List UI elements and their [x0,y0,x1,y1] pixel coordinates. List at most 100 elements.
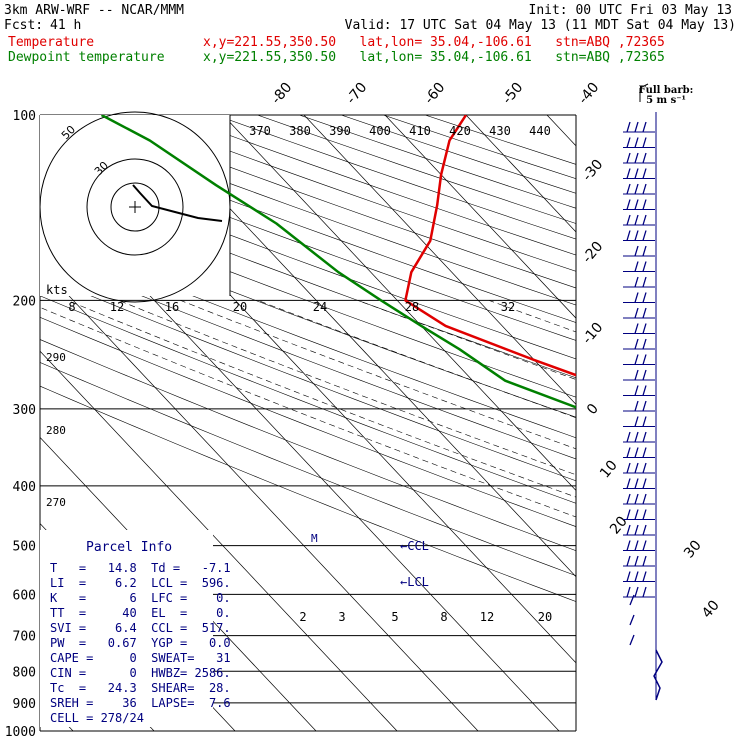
dry-adiabat-label: 270 [46,496,66,509]
dry-adiabat-line [40,197,576,398]
dry-adiabat-line [40,385,576,602]
init-time: Init: 00 UTC Fri 03 May 13 [528,3,733,18]
pressure-label: 500 [13,540,36,555]
hodograph-units: kts [46,283,68,297]
dry-adiabat-line [299,115,576,209]
fcst-hour: 41 h [50,18,82,33]
dry-adiabat-label: 280 [46,424,66,437]
valid-time: Valid: 17 UTC Sat 04 May 13 (11 MDT Sat … [344,18,736,33]
wind-barb-feather [626,478,631,489]
temperature-location: x,y=221.55,350.50 lat,lon= 35.04,-106.61… [203,35,665,50]
wind-barb-feather [642,323,647,334]
wind-barb-feather [642,121,647,133]
fcst-label: Fcst: [4,18,44,33]
theta-label: 380 [289,124,311,138]
wind-barb-feather [626,571,631,582]
parcel-row: LI = 6.2 LCL = 596. [50,576,231,590]
wind-barb-feather [626,555,631,567]
wind-barb-feather [634,276,639,288]
wind-barb-feather [626,586,631,598]
hodograph-speed-label: 24 [313,300,327,314]
wind-barb-feather [642,137,647,148]
mixing-ratio-label: 5 [391,610,398,624]
pressure-label: 100 [13,109,36,124]
isotherm-label: -50 [499,80,526,108]
model-title: 3km ARW-WRF -- NCAR/MMM [4,3,185,18]
dewpoint-legend: Dewpoint temperature [8,50,165,65]
barb-legend-title: Full barb: [639,85,694,96]
barb-legend-flag [639,83,649,89]
pressure-label: 900 [13,697,36,712]
pressure-label: 200 [13,294,36,309]
hodograph-speed-label: 32 [501,300,515,314]
wind-barb-low-level [653,649,663,701]
wind-barb-feather [634,230,639,241]
theta-label: 370 [249,124,271,138]
dry-adiabat-line [40,274,576,482]
temperature-legend: Temperature [8,35,95,50]
wind-barb-feather [629,634,635,646]
pressure-label: 1000 [5,725,36,740]
hodograph-speed-label: 8 [68,300,75,314]
ccl-marker: ←CCL [400,539,429,553]
wind-barb-feather [642,276,647,288]
wind-barb-feather [634,586,639,598]
dry-adiabat-line [40,179,576,379]
dry-adiabat-label: 290 [46,351,66,364]
hodograph-ring [86,158,184,256]
wind-barb-feather [634,168,639,179]
wind-barb-feather [642,555,647,567]
parcel-row: T = 14.8 Td = -7.1 [50,561,231,575]
dry-adiabat-line [425,115,576,165]
parcel-row: CIN = 0 HWBZ= 2586. [50,666,231,680]
wind-barb-feather [634,555,639,567]
isotherm-line [141,115,576,578]
dry-adiabat-line [341,115,576,194]
isotherm-label: -70 [343,80,370,108]
wind-barb-feather [642,478,647,489]
wind-barb-feather [642,462,647,474]
wind-barb-feather [642,245,647,257]
wind-barb-feather [642,540,647,551]
wind-barb-feather [634,571,639,582]
parcel-row: CELL = 278/24 [50,711,144,725]
theta-label: 400 [369,124,391,138]
wind-barb-feather [642,199,647,210]
hodograph-ring [39,111,231,303]
isotherm-line [709,115,740,731]
isotherm-line [628,115,740,731]
wind-barb-feather [642,230,647,241]
hodograph-speed-label: 20 [233,300,247,314]
wind-barb-feather [642,385,647,396]
dry-adiabat-line [173,115,576,256]
parcel-row: SVI = 6.4 CCL = 517. [50,621,231,635]
hodograph-speed-label: 28 [405,300,419,314]
isotherm-label: -30 [579,157,606,185]
dry-adiabat-line [40,254,576,460]
moist-adiabat-line [257,300,576,419]
pressure-label: 300 [13,403,36,418]
barb-legend-units: 5 m s⁻¹ [646,95,686,106]
wind-barb-feather [634,137,639,148]
parcel-row: SREH = 36 LAPSE= 7.6 [50,696,231,710]
wind-barb-feather [634,183,639,195]
hodograph-speed-label: 16 [165,300,179,314]
wind-barb-feather [634,323,639,334]
theta-label: 430 [489,124,511,138]
isotherm-line [40,350,398,731]
theta-label: 390 [329,124,351,138]
wind-barb-feather [626,493,631,505]
parcel-row: TT = 40 EL = 0. [50,606,231,620]
isotherm-line [40,436,317,731]
wind-barb-feather [642,586,647,598]
temperature-curve [404,115,576,377]
isotherm-line [40,264,479,731]
wind-barb-feather [634,385,639,396]
wind-barb-feather [634,431,639,443]
hodograph-speed-label: 12 [110,300,124,314]
lcl-marker: ←LCL [400,575,429,589]
wind-barb-feather [634,261,639,272]
pressure-label: 600 [13,588,36,603]
wind-barb-feather [634,478,639,489]
